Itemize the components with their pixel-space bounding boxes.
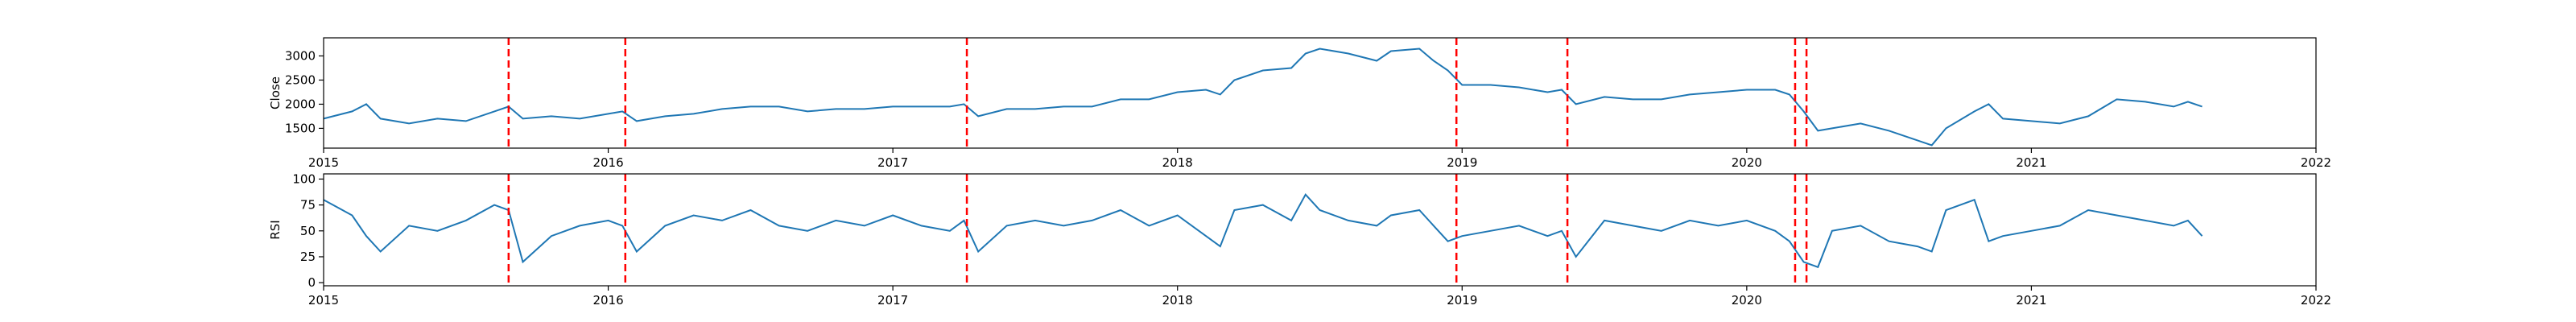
x-tick-label: 2016	[592, 293, 623, 308]
x-tick-label: 2017	[877, 155, 908, 170]
x-tick-label: 2022	[2301, 293, 2331, 308]
x-tick-label: 2021	[2016, 293, 2046, 308]
y-tick-label: 3000	[285, 48, 316, 63]
y-tick-label: 1500	[285, 121, 316, 135]
y-tick-label: 50	[300, 224, 316, 238]
x-tick-label: 2016	[592, 155, 623, 170]
data-line	[323, 47, 2202, 147]
x-tick-label: 2020	[1732, 155, 1762, 170]
y-tick-label: 2000	[285, 97, 316, 111]
x-tick-label: 2018	[1162, 293, 1193, 308]
data-line	[323, 192, 2203, 269]
y-axis-label: Close	[268, 76, 283, 109]
x-tick-label: 2021	[2016, 155, 2046, 170]
x-tick-label: 2020	[1732, 293, 1762, 308]
x-tick-label: 2017	[877, 293, 908, 308]
x-tick-label: 2019	[1447, 155, 1477, 170]
x-tick-label: 2015	[308, 293, 339, 308]
y-tick-label: 2500	[285, 72, 316, 87]
axes-frame	[323, 173, 2317, 287]
y-axis-label: RSI	[268, 220, 283, 239]
x-tick-label: 2015	[308, 155, 339, 170]
axes-frame	[323, 37, 2317, 149]
y-tick-label: 25	[300, 250, 316, 264]
x-tick-label: 2018	[1162, 155, 1193, 170]
x-tick-label: 2019	[1447, 293, 1477, 308]
y-tick-label: 0	[308, 275, 316, 290]
x-tick-label: 2022	[2301, 155, 2331, 170]
y-tick-label: 75	[300, 198, 316, 213]
y-tick-label: 100	[292, 171, 316, 186]
